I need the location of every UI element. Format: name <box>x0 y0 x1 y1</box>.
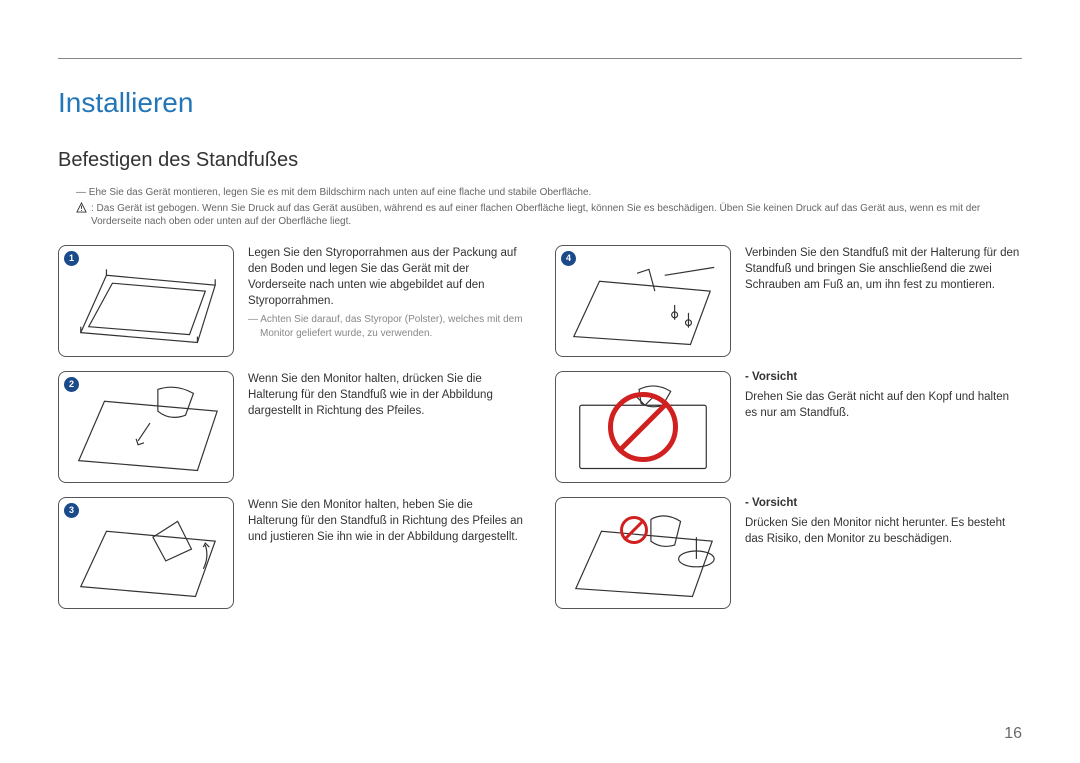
step-4: 4 Verbinden Sie den Standfuß mit der Hal… <box>555 245 1022 357</box>
step-badge-2: 2 <box>64 377 79 392</box>
intro-note: Ehe Sie das Gerät montieren, legen Sie e… <box>76 186 1022 200</box>
caution-2-text-block: - Vorsicht Drücken Sie den Monitor nicht… <box>745 497 1022 547</box>
step-1-subnote: Achten Sie darauf, das Styropor (Polster… <box>248 313 525 341</box>
step-badge-3: 3 <box>64 503 79 518</box>
step-2: 2 Wenn Sie den Monitor halten, drücken S… <box>58 371 525 483</box>
left-column: 1 Legen Sie den Styroporrahmen aus der P… <box>58 245 525 609</box>
prohibited-small-icon <box>620 516 648 544</box>
caution-1: - Vorsicht Drehen Sie das Gerät nicht au… <box>555 371 1022 483</box>
step-1-illustration: 1 <box>58 245 234 357</box>
caution-2-label: - Vorsicht <box>745 497 1022 509</box>
caution-1-label: - Vorsicht <box>745 371 1022 383</box>
top-rule <box>58 58 1022 59</box>
step-4-illustration: 4 <box>555 245 731 357</box>
intro-warning-text: : Das Gerät ist gebogen. Wenn Sie Druck … <box>91 202 1022 229</box>
press-down-icon <box>556 497 730 609</box>
attach-stand-icon <box>556 245 730 357</box>
caution-1-text-block: - Vorsicht Drehen Sie das Gerät nicht au… <box>745 371 1022 421</box>
steps-columns: 1 Legen Sie den Styroporrahmen aus der P… <box>58 245 1022 609</box>
caution-1-text: Drehen Sie das Gerät nicht auf den Kopf … <box>745 389 1022 421</box>
intro-warning: : Das Gerät ist gebogen. Wenn Sie Druck … <box>76 202 1022 229</box>
caution-2: - Vorsicht Drücken Sie den Monitor nicht… <box>555 497 1022 609</box>
caution-1-illustration <box>555 371 731 483</box>
step-3-text: Wenn Sie den Monitor halten, heben Sie d… <box>248 497 525 545</box>
step-1-text: Legen Sie den Styroporrahmen aus der Pac… <box>248 245 525 309</box>
page-title: Installieren <box>58 87 1022 119</box>
step-3: 3 Wenn Sie den Monitor halten, heben Sie… <box>58 497 525 609</box>
intro-block: Ehe Sie das Gerät montieren, legen Sie e… <box>58 186 1022 229</box>
page-number: 16 <box>1004 725 1022 743</box>
step-badge-4: 4 <box>561 251 576 266</box>
caution-2-illustration <box>555 497 731 609</box>
step-4-text: Verbinden Sie den Standfuß mit der Halte… <box>745 245 1022 293</box>
step-1-text-block: Legen Sie den Styroporrahmen aus der Pac… <box>248 245 525 341</box>
step-badge-1: 1 <box>64 251 79 266</box>
caution-2-text: Drücken Sie den Monitor nicht herunter. … <box>745 515 1022 547</box>
step-1: 1 Legen Sie den Styroporrahmen aus der P… <box>58 245 525 357</box>
lift-connector-icon <box>59 497 233 609</box>
prohibited-icon <box>608 392 678 462</box>
press-connector-icon <box>59 371 233 483</box>
foam-frame-icon <box>59 245 233 357</box>
step-2-text: Wenn Sie den Monitor halten, drücken Sie… <box>248 371 525 419</box>
right-column: 4 Verbinden Sie den Standfuß mit der Hal… <box>555 245 1022 609</box>
section-title: Befestigen des Standfußes <box>58 149 1022 172</box>
warning-triangle-icon <box>76 202 87 213</box>
step-2-illustration: 2 <box>58 371 234 483</box>
step-3-illustration: 3 <box>58 497 234 609</box>
